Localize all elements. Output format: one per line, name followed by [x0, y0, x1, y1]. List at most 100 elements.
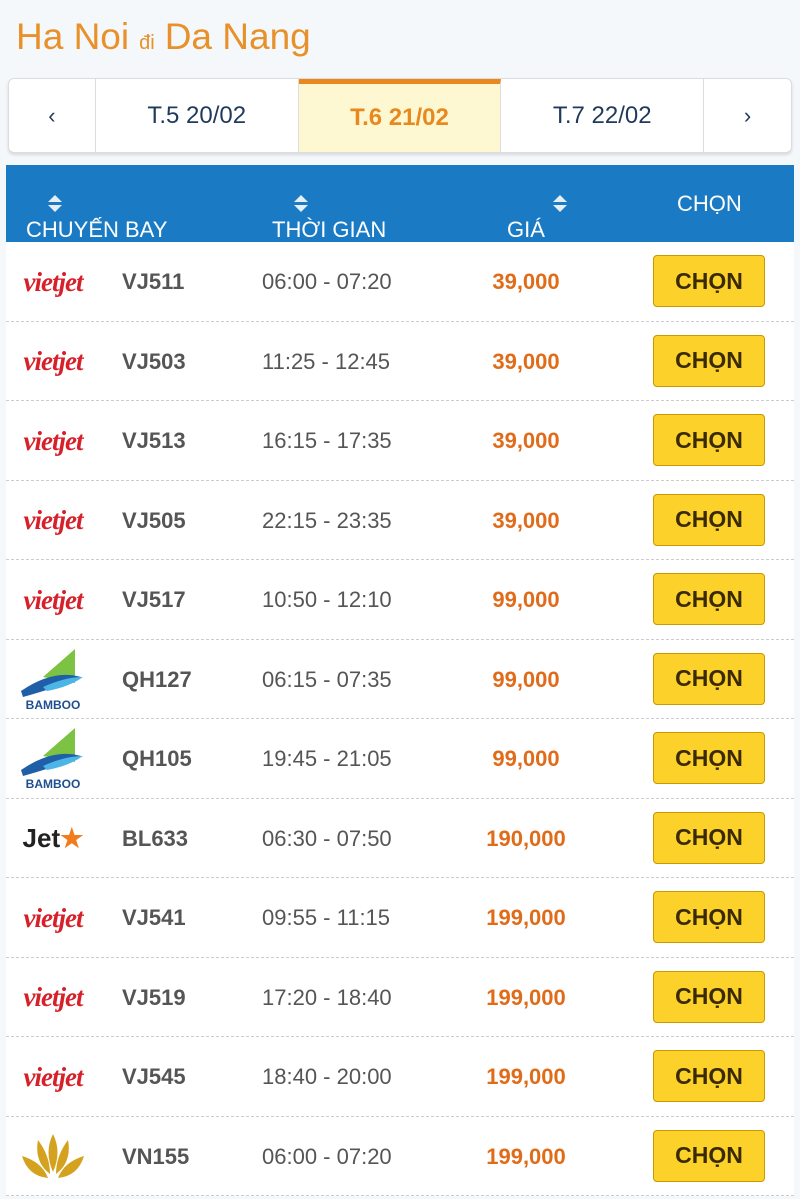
airline-logo: vietjet [10, 1047, 96, 1107]
flight-price: 199,000 [486, 1143, 566, 1169]
flight-price: 199,000 [486, 1064, 566, 1089]
airline-logo: Jet★ [10, 809, 96, 869]
sort-icon[interactable] [48, 195, 62, 212]
flight-row: vietjet VJ517 10:50 - 12:10 99,000 CHỌN [6, 560, 794, 640]
vietjet-logo: vietjet [23, 505, 84, 535]
lotus-logo [22, 1133, 84, 1178]
select-button[interactable]: CHỌN [653, 732, 765, 784]
next-date-button[interactable]: › [743, 102, 752, 128]
flight-code: VJ513 [122, 428, 186, 453]
flight-price: 99,000 [492, 746, 560, 771]
flight-row: vietjet VJ503 11:25 - 12:45 39,000 CHỌN [6, 321, 794, 401]
svg-text:BAMBOO: BAMBOO [26, 698, 81, 712]
vietjet-logo: vietjet [23, 982, 84, 1012]
airline-logo: vietjet [10, 968, 96, 1028]
header-time[interactable]: THỜI GIAN [272, 191, 386, 242]
flight-row: vietjet VJ519 17:20 - 18:40 199,000 CHỌN [6, 957, 794, 1037]
flight-time: 16:15 - 17:35 [262, 428, 392, 453]
vietjet-logo: vietjet [23, 584, 84, 615]
header-label: CHUYẾN BAY [26, 217, 168, 242]
vietjet-logo: vietjet [23, 1061, 84, 1092]
select-button[interactable]: CHỌN [653, 334, 765, 387]
flight-time: 19:45 - 21:05 [262, 746, 392, 771]
date-selector: ‹ T.5 20/02 T.6 21/02 T.7 22/02 › [8, 78, 792, 153]
flight-price: 190,000 [486, 825, 566, 851]
flight-code: VN155 [122, 1143, 190, 1169]
bamboo-logo: BAMBOO [21, 728, 83, 791]
flight-code: VJ511 [122, 269, 185, 294]
flight-code: QH127 [122, 666, 192, 692]
destination: Da Nang [164, 16, 311, 57]
flight-code: VJ505 [122, 507, 186, 533]
flight-time: 06:00 - 07:20 [262, 269, 392, 294]
date-tab[interactable]: T.5 20/02 [96, 79, 299, 152]
date-tab-active[interactable]: T.6 21/02 [298, 79, 502, 152]
flight-row: vietjet VJ511 06:00 - 07:20 39,000 CHỌN [6, 242, 794, 322]
flight-price: 39,000 [492, 348, 560, 374]
flight-time: 22:15 - 23:35 [262, 507, 392, 533]
flight-price: 199,000 [486, 984, 566, 1010]
airline-logo: vietjet [10, 570, 96, 630]
flight-row: vietjet VJ513 16:15 - 17:35 39,000 CHỌN [6, 401, 794, 481]
select-button[interactable]: CHỌN [653, 255, 765, 307]
select-button[interactable]: CHỌN [653, 1129, 765, 1182]
select-button[interactable]: CHỌN [653, 493, 765, 546]
jetstar-logo: Jet★ [22, 823, 84, 853]
flight-price: 99,000 [492, 587, 560, 612]
flight-row: BAMBOO QH127 06:15 - 07:35 99,000 CHỌN [6, 639, 794, 719]
airline-logo: BAMBOO [10, 728, 96, 791]
date-tab[interactable]: T.7 22/02 [501, 79, 705, 152]
flight-code: VJ541 [122, 905, 186, 930]
flight-time: 09:55 - 11:15 [262, 905, 391, 930]
flight-price: 39,000 [492, 428, 560, 453]
airline-logo [10, 1127, 96, 1187]
header-label: GIÁ [507, 217, 545, 242]
flight-row: vietjet VJ541 09:55 - 11:15 199,000 CHỌN [6, 878, 794, 958]
flight-time: 10:50 - 12:10 [262, 587, 392, 612]
flight-code: VJ503 [122, 348, 186, 374]
airline-logo: vietjet [10, 332, 96, 392]
header-flight[interactable]: CHUYẾN BAY [26, 191, 167, 242]
header-price[interactable]: GIÁ [507, 191, 567, 242]
flight-time: 06:00 - 07:20 [262, 1143, 392, 1169]
prev-date-button[interactable]: ‹ [9, 79, 96, 152]
flight-time: 06:15 - 07:35 [262, 666, 392, 692]
sort-icon[interactable] [553, 195, 567, 212]
select-button[interactable]: CHỌN [653, 891, 765, 943]
origin: Ha Noi [16, 16, 130, 57]
flight-code: VJ519 [122, 984, 186, 1010]
flight-price: 99,000 [492, 666, 560, 692]
vietjet-logo: vietjet [23, 346, 84, 376]
select-button[interactable]: CHỌN [653, 573, 765, 625]
airline-logo: BAMBOO [10, 648, 96, 712]
flight-code: QH105 [122, 746, 192, 771]
flight-time: 06:30 - 07:50 [262, 825, 392, 851]
airline-logo: vietjet [10, 411, 96, 471]
flight-list: vietjet VJ511 06:00 - 07:20 39,000 CHỌN v… [6, 242, 794, 1196]
airline-logo: vietjet [10, 491, 96, 551]
sort-icon[interactable] [294, 195, 308, 212]
select-button[interactable]: CHỌN [653, 811, 765, 864]
bamboo-logo: BAMBOO [21, 648, 83, 712]
header-select: CHỌN [677, 191, 742, 216]
vietjet-logo: vietjet [23, 902, 84, 933]
table-header: CHUYẾN BAY THỜI GIAN GIÁ CHỌN [6, 165, 794, 242]
svg-text:BAMBOO: BAMBOO [26, 777, 81, 791]
flight-price: 39,000 [492, 507, 560, 533]
flight-code: VJ517 [122, 587, 186, 612]
flight-time: 17:20 - 18:40 [262, 984, 392, 1010]
flight-row: VN155 06:00 - 07:20 199,000 CHỌN [6, 1116, 794, 1196]
vietjet-logo: vietjet [23, 425, 84, 456]
select-button[interactable]: CHỌN [653, 1050, 765, 1102]
flight-time: 18:40 - 20:00 [262, 1064, 392, 1089]
vietjet-logo: vietjet [23, 266, 84, 297]
airline-logo: vietjet [10, 252, 96, 312]
flight-row: BAMBOO QH105 19:45 - 21:05 99,000 CHỌN [6, 719, 794, 799]
select-button[interactable]: CHỌN [653, 652, 765, 705]
select-button[interactable]: CHỌN [653, 414, 765, 466]
flight-code: BL633 [122, 825, 189, 851]
flight-code: VJ545 [122, 1064, 186, 1089]
flight-row: Jet★ BL633 06:30 - 07:50 190,000 CHỌN [6, 798, 794, 878]
connector: đi [139, 32, 155, 54]
select-button[interactable]: CHỌN [653, 970, 765, 1023]
